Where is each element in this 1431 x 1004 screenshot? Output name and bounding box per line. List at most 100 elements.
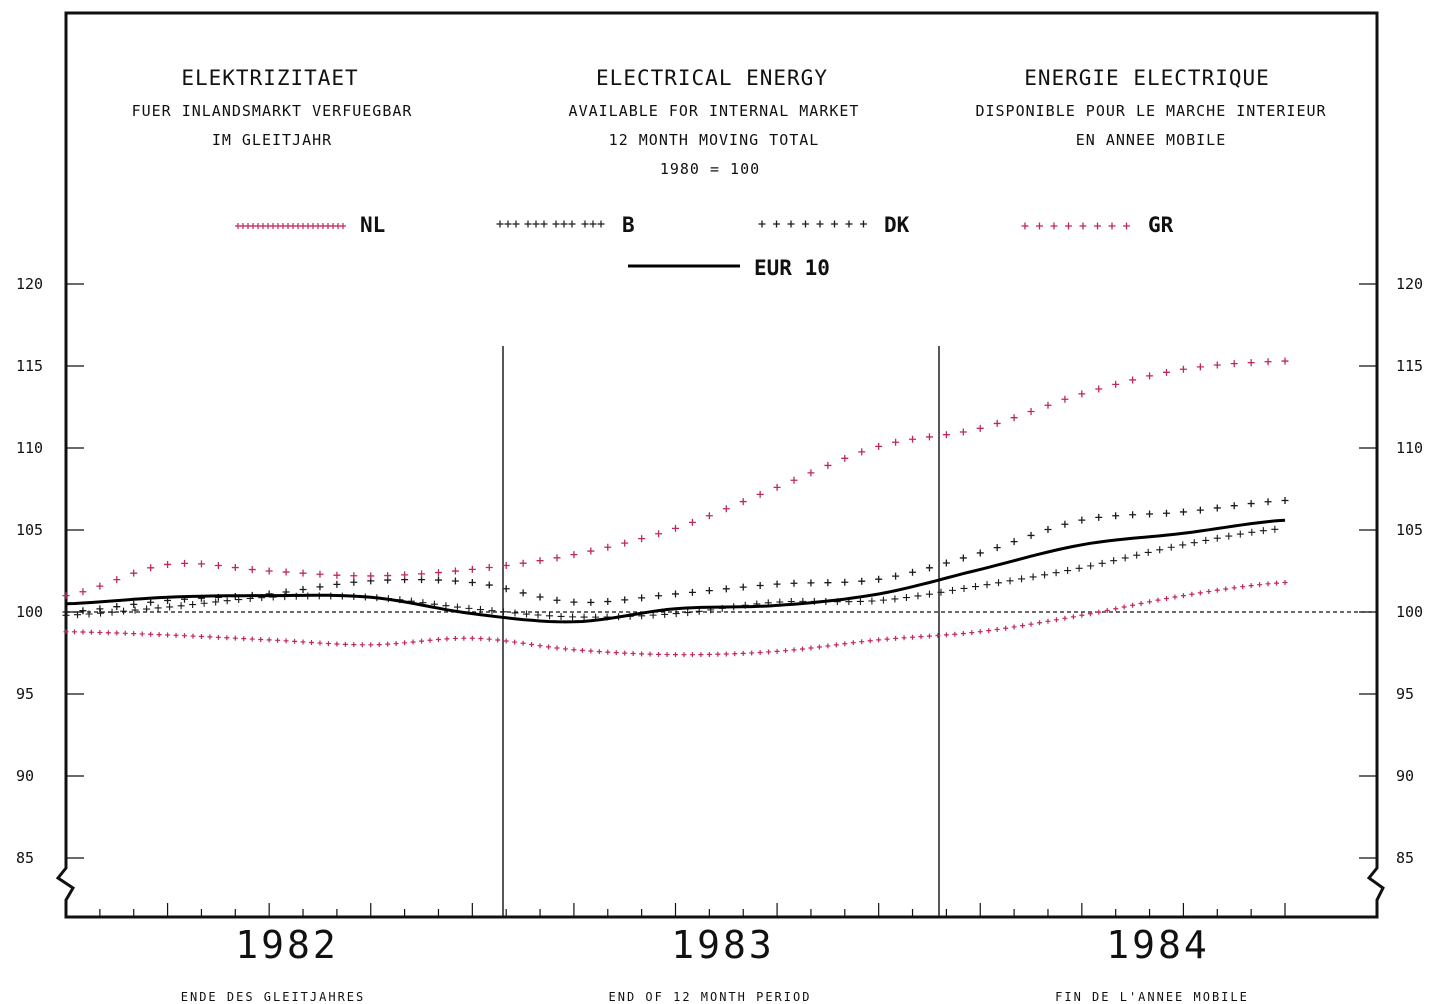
data-point	[552, 220, 560, 228]
y-tick-label-right: 120	[1396, 275, 1423, 293]
data-point	[1061, 395, 1069, 403]
data-point	[350, 572, 358, 580]
data-point	[79, 588, 87, 596]
data-point	[656, 651, 662, 657]
data-point	[588, 648, 594, 654]
data-point	[613, 650, 619, 656]
data-point	[842, 641, 848, 647]
legend-label-nl: NL	[360, 213, 385, 237]
data-point	[299, 569, 307, 577]
data-point	[350, 578, 358, 586]
data-point	[1018, 575, 1026, 583]
data-point	[1029, 573, 1037, 581]
data-point	[664, 652, 670, 658]
data-point	[876, 637, 882, 643]
data-point	[427, 637, 433, 643]
footer-de: ENDE DES GLEITJAHRES	[181, 990, 366, 1004]
series-b	[62, 525, 1279, 621]
data-point	[1087, 611, 1093, 617]
data-point	[807, 579, 815, 587]
data-point	[935, 633, 941, 639]
data-point	[1052, 569, 1060, 577]
data-point	[1180, 593, 1186, 599]
data-point	[496, 220, 504, 228]
data-point	[1271, 525, 1279, 533]
data-point	[705, 512, 713, 520]
data-point	[756, 490, 764, 498]
data-point	[504, 220, 512, 228]
data-point	[207, 634, 213, 640]
data-point	[224, 635, 230, 641]
data-point	[893, 635, 899, 641]
data-point	[560, 220, 568, 228]
data-point	[993, 419, 1001, 427]
data-point	[1281, 357, 1289, 365]
data-point	[740, 650, 746, 656]
data-point	[689, 652, 695, 658]
data-point	[959, 428, 967, 436]
data-point	[147, 598, 155, 606]
data-point	[597, 220, 605, 228]
data-point	[867, 638, 873, 644]
data-point	[705, 587, 713, 595]
data-point	[739, 498, 747, 506]
data-point	[553, 596, 561, 604]
data-point	[537, 643, 543, 649]
data-point	[300, 639, 306, 645]
data-point	[181, 559, 189, 567]
data-point	[248, 566, 256, 574]
data-point	[536, 593, 544, 601]
data-point	[621, 539, 629, 547]
data-point	[758, 220, 766, 228]
data-point	[435, 637, 441, 643]
data-point	[1062, 615, 1068, 621]
data-point	[80, 629, 86, 635]
data-point	[340, 223, 346, 229]
data-point	[113, 576, 121, 584]
footer-fr: FIN DE L'ANNEE MOBILE	[1055, 990, 1249, 1004]
data-point	[419, 638, 425, 644]
data-point	[97, 609, 105, 617]
data-point	[1146, 510, 1154, 518]
line-eur10	[65, 518, 1286, 624]
data-point	[1196, 363, 1204, 371]
data-point	[444, 636, 450, 642]
y-tick-label-left: 90	[16, 767, 34, 785]
data-point	[453, 603, 461, 611]
data-point	[688, 518, 696, 526]
data-point	[993, 544, 1001, 552]
series-nl	[63, 579, 1288, 658]
data-point	[569, 613, 577, 621]
data-point	[1247, 500, 1255, 508]
data-point	[684, 609, 692, 617]
data-point	[787, 220, 795, 228]
subtitle-fr-1: DISPONIBLE POUR LE MARCHE INTERIEUR	[975, 102, 1326, 120]
data-point	[655, 530, 663, 538]
data-point	[108, 608, 116, 616]
data-point	[488, 607, 496, 615]
data-point	[1064, 567, 1072, 575]
data-point	[1162, 509, 1170, 517]
data-point	[732, 651, 738, 657]
year-label-1982: 1982	[235, 923, 339, 967]
y-tick-label-left: 110	[16, 439, 43, 457]
data-point	[317, 640, 323, 646]
data-point	[960, 630, 966, 636]
data-point	[333, 580, 341, 588]
data-point	[983, 581, 991, 589]
data-point	[534, 611, 542, 619]
data-point	[393, 641, 399, 647]
data-point	[1155, 597, 1161, 603]
data-point	[85, 610, 93, 618]
data-point	[130, 569, 138, 577]
data-point	[571, 647, 577, 653]
data-point	[1027, 531, 1035, 539]
data-point	[638, 535, 646, 543]
data-point	[232, 635, 238, 641]
data-point	[468, 578, 476, 586]
data-point	[1050, 222, 1058, 230]
data-point	[808, 645, 814, 651]
data-point	[376, 642, 382, 648]
data-point	[647, 651, 653, 657]
